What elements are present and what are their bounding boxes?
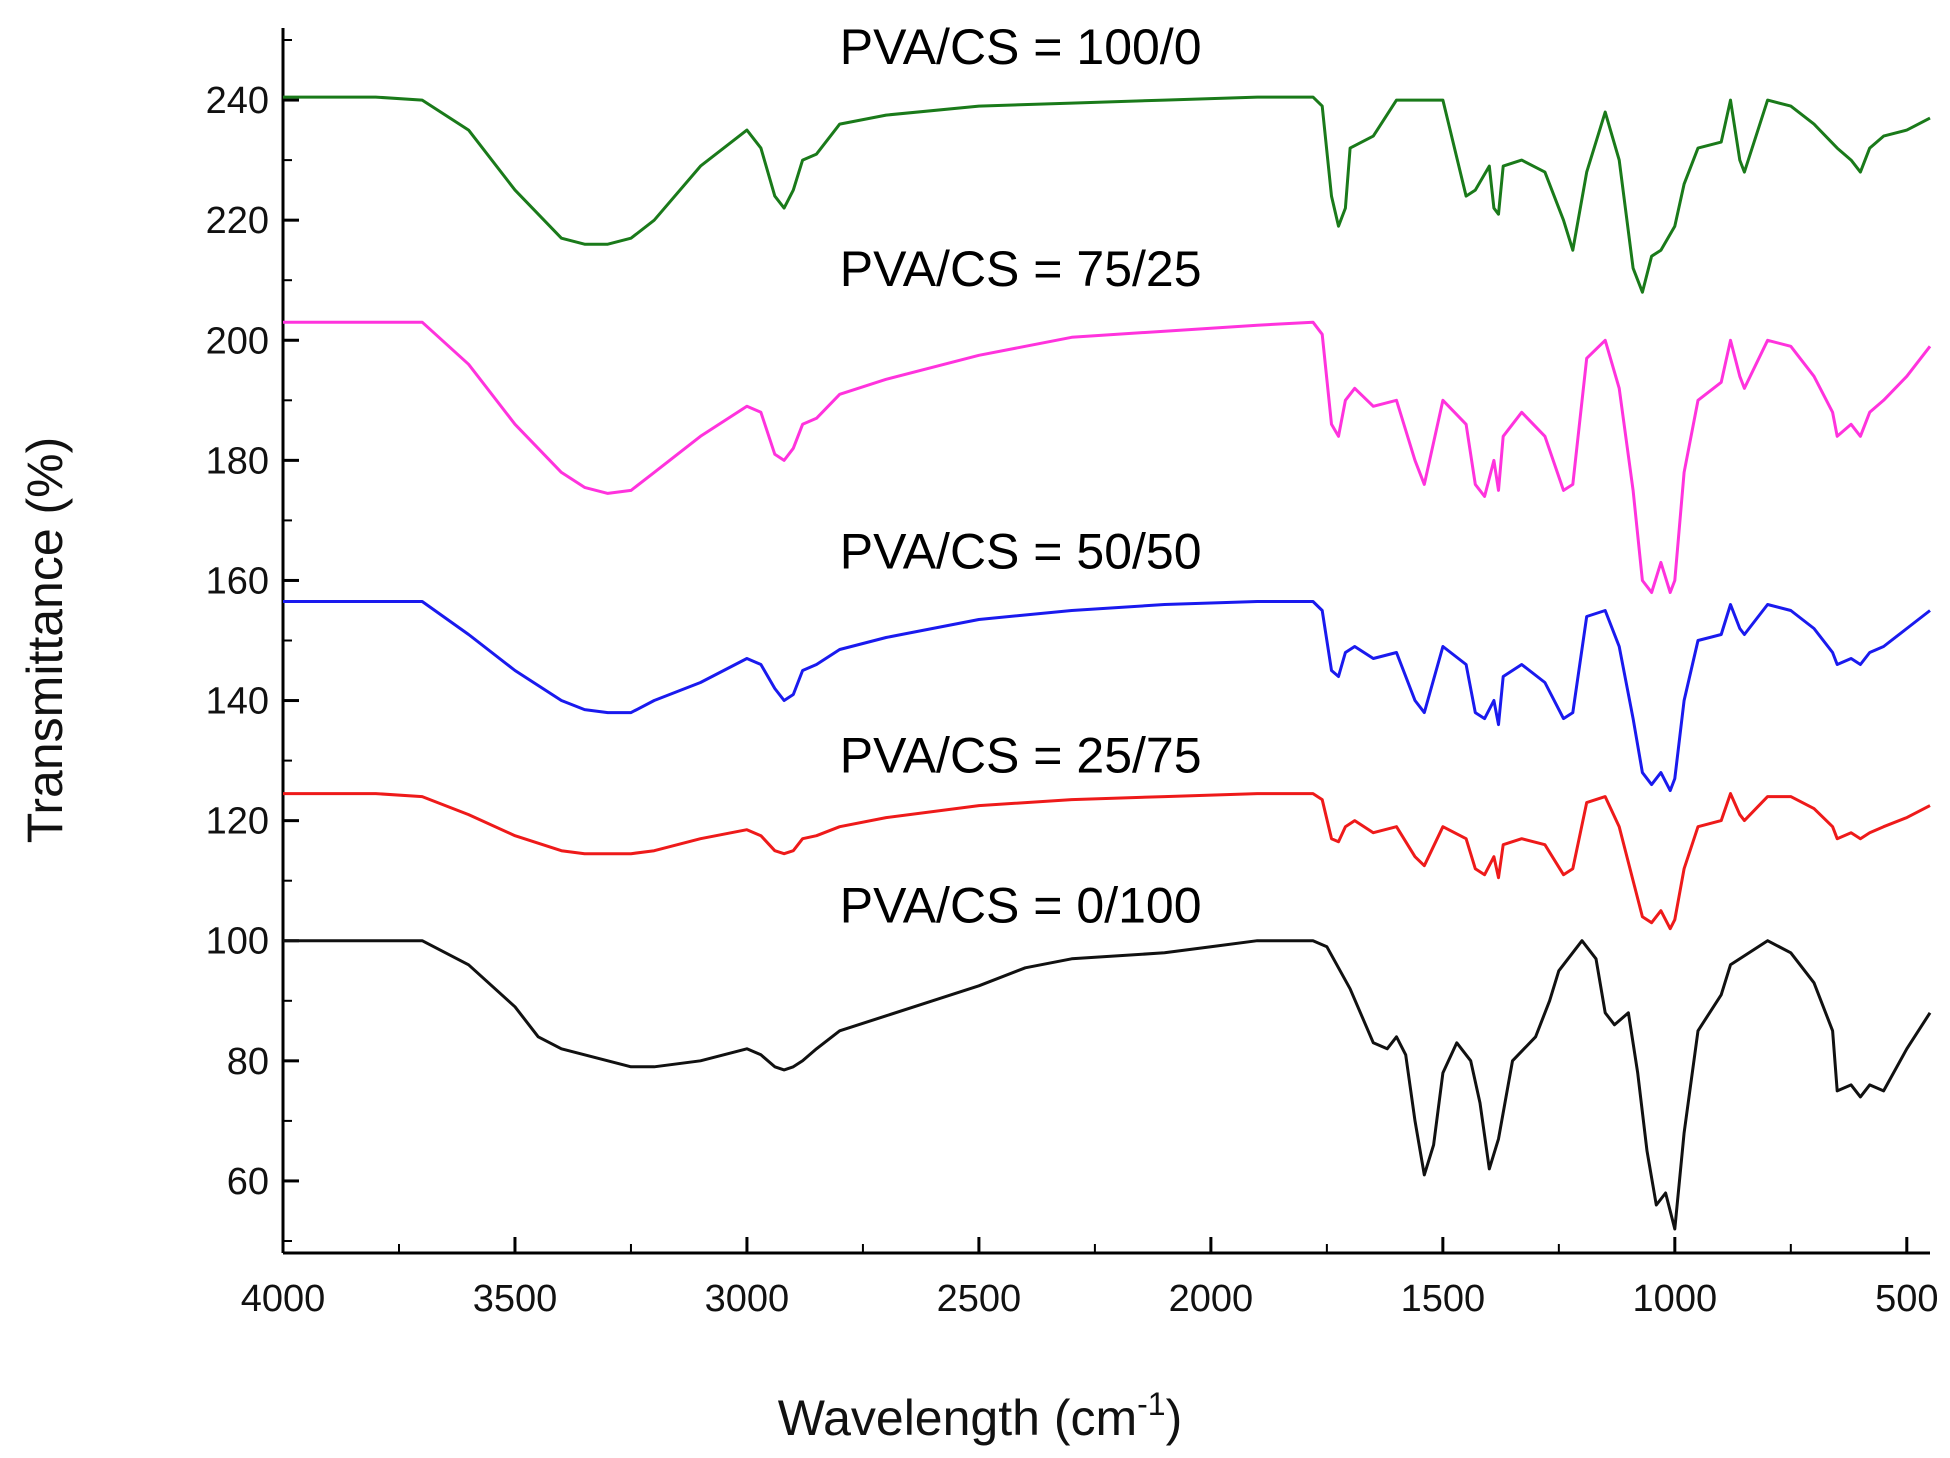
series-line-5 bbox=[283, 939, 1932, 1231]
series-labels: PVA/CS = 100/0 PVA/CS = 75/25 PVA/CS = 50/… bbox=[840, 19, 1202, 934]
y-tick-label: 180 bbox=[206, 440, 269, 482]
series-line-1 bbox=[283, 95, 1931, 294]
x-tick-label: 1000 bbox=[1633, 1278, 1718, 1320]
x-tick-label: 2000 bbox=[1169, 1278, 1254, 1320]
x-axis-title-close: ) bbox=[1166, 1390, 1183, 1446]
plot-area bbox=[281, 28, 1930, 1255]
series-label-4: PVA/CS = 25/75 bbox=[840, 728, 1202, 784]
y-tick-label: 100 bbox=[206, 921, 269, 963]
x-axis-title-superscript: -1 bbox=[1137, 1386, 1165, 1422]
y-tick-label: 200 bbox=[206, 320, 269, 362]
y-tick-label: 220 bbox=[206, 200, 269, 242]
x-tick-label: 3500 bbox=[473, 1278, 558, 1320]
x-axis-title-text: Wavelength (cm bbox=[778, 1390, 1137, 1446]
y-tick-label: 140 bbox=[206, 681, 269, 723]
series-label-2: PVA/CS = 75/25 bbox=[840, 241, 1202, 297]
series-label-1: PVA/CS = 100/0 bbox=[840, 19, 1202, 75]
series-label-5: PVA/CS = 0/100 bbox=[840, 878, 1202, 934]
y-axis-ticks: 60 80 100 120 140 160 180 200 220 240 bbox=[206, 39, 299, 1242]
y-tick-label: 240 bbox=[206, 80, 269, 122]
series-line-4 bbox=[283, 792, 1931, 931]
y-tick-label: 120 bbox=[206, 801, 269, 843]
x-tick-label: 1500 bbox=[1401, 1278, 1486, 1320]
series-lines bbox=[283, 95, 1932, 1231]
y-tick-label: 60 bbox=[227, 1161, 269, 1203]
x-axis-title: Wavelength (cm-1) bbox=[778, 1386, 1182, 1446]
x-axis-ticks: 4000 3500 3000 2500 2000 1500 1000 500 bbox=[241, 1237, 1939, 1320]
x-tick-label: 500 bbox=[1875, 1278, 1938, 1320]
series-line-3 bbox=[283, 600, 1931, 793]
y-tick-label: 160 bbox=[206, 560, 269, 602]
x-tick-label: 4000 bbox=[241, 1278, 326, 1320]
series-label-3: PVA/CS = 50/50 bbox=[840, 523, 1202, 579]
series-line-2 bbox=[283, 320, 1932, 594]
y-tick-label: 80 bbox=[227, 1041, 269, 1083]
y-axis-title: Transmittance (%) bbox=[17, 437, 73, 844]
x-tick-label: 2500 bbox=[937, 1278, 1022, 1320]
x-tick-label: 3000 bbox=[705, 1278, 790, 1320]
